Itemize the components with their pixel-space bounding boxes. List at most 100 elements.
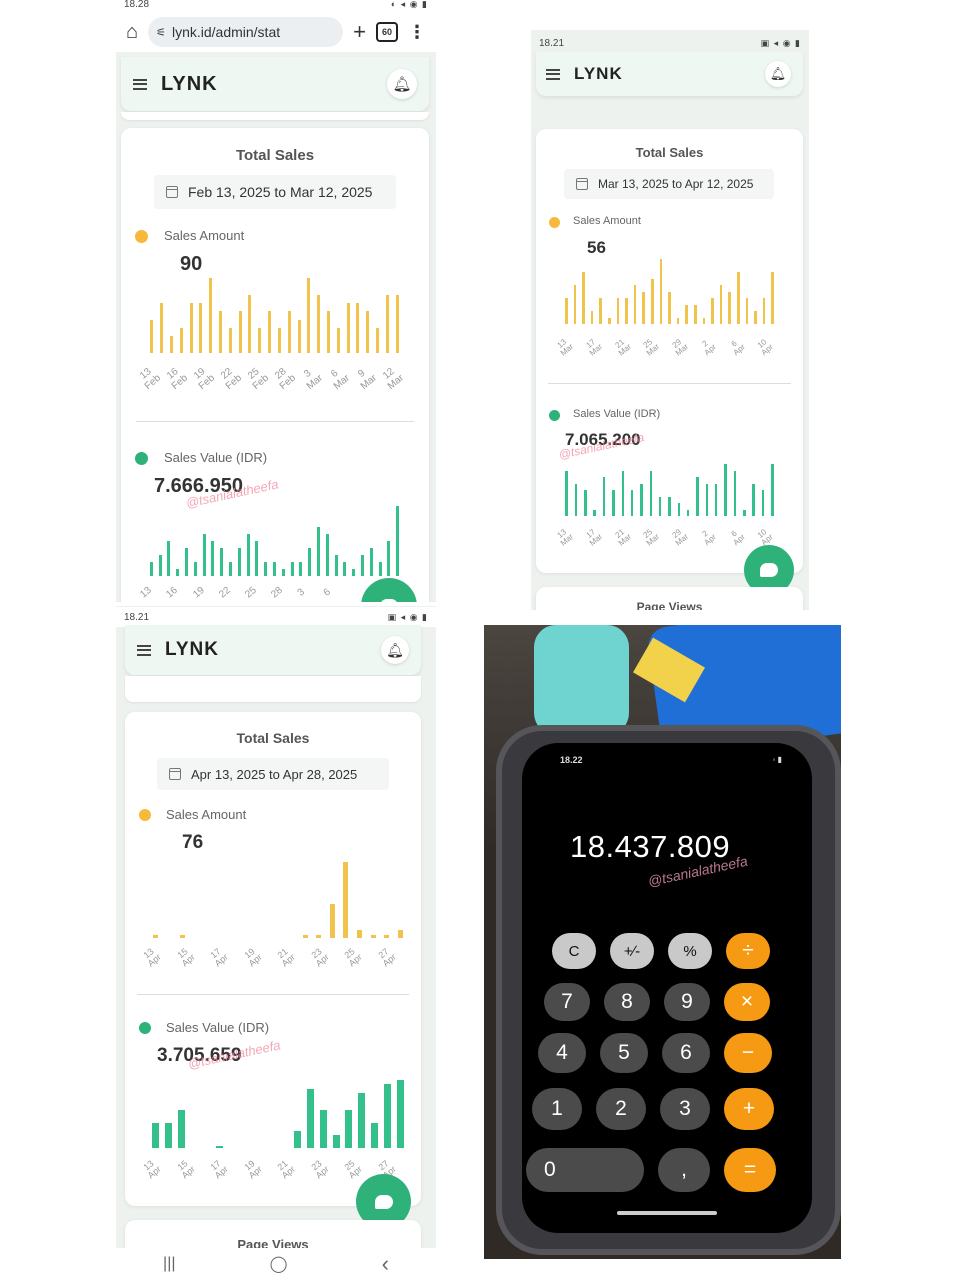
hamburger-menu-icon[interactable] (137, 644, 151, 656)
back-button[interactable]: ‹ (381, 1251, 389, 1276)
x-tick-label: 22 (217, 584, 233, 601)
calc-key[interactable]: 5 (600, 1033, 648, 1073)
app-header: LYNK 🔔︎ (536, 52, 803, 96)
page-views-title: Page Views (636, 600, 703, 610)
value-label: Sales Value (IDR) (573, 408, 661, 420)
url-field[interactable]: ⚟ lynk.id/admin/stat (148, 17, 344, 47)
x-tick-label: 19 (190, 584, 207, 601)
calc-key[interactable]: ÷ (726, 933, 770, 969)
hamburger-menu-icon[interactable] (546, 68, 560, 80)
chat-fab-button[interactable] (356, 1174, 411, 1229)
recents-button[interactable]: ||| (163, 1255, 176, 1272)
chart-bar (370, 935, 376, 938)
calc-key[interactable]: 4 (538, 1033, 586, 1073)
date-range-picker[interactable]: Apr 13, 2025 to Apr 28, 2025 (157, 758, 389, 790)
calc-key[interactable]: + (724, 1088, 774, 1130)
app-header: LYNK 🔔︎ (121, 57, 429, 111)
chart-bar (150, 319, 154, 353)
chart-bar (248, 294, 252, 353)
chart-bar (651, 278, 654, 324)
calc-key[interactable]: , (658, 1148, 710, 1192)
date-range-picker[interactable]: Mar 13, 2025 to Apr 12, 2025 (564, 169, 774, 199)
chart-bar (297, 319, 301, 353)
chat-fab-button[interactable] (744, 545, 794, 595)
chart-bar (332, 1135, 340, 1148)
kebab-icon[interactable]: ⋮ (408, 21, 426, 42)
chart-bar (160, 303, 164, 353)
chart-bar (258, 328, 262, 353)
calc-key[interactable]: 9 (664, 983, 710, 1021)
chart-bar (369, 548, 373, 576)
x-tick-label: 17 Apr (208, 1158, 231, 1181)
chart-bar (189, 303, 193, 353)
chart-bar (761, 490, 765, 516)
chart-bar (705, 483, 709, 516)
calc-key[interactable]: 1 (532, 1088, 582, 1130)
chart-bar (228, 328, 232, 353)
chart-bar (711, 298, 714, 324)
x-tick-label: 15 Apr (174, 1158, 197, 1181)
calc-key[interactable]: 8 (604, 983, 650, 1021)
chart-bar (573, 285, 577, 324)
calc-key[interactable]: C (552, 933, 596, 969)
chart-bar (387, 541, 391, 576)
x-tick-label: 13 Mar (555, 527, 576, 548)
amount-label: Sales Amount (573, 215, 641, 227)
card-title: Total Sales (635, 145, 704, 160)
calc-key[interactable]: 2 (596, 1088, 646, 1130)
chart-bar (602, 477, 606, 516)
calc-key[interactable]: 7 (544, 983, 590, 1021)
amount-value: 76 (182, 832, 204, 853)
calc-key[interactable]: 3 (660, 1088, 710, 1130)
plus-icon[interactable]: + (353, 19, 366, 44)
status-icons: ▣ ◂ ◉ ▮ (387, 611, 428, 622)
chart-bar (316, 935, 322, 938)
chart-bar (158, 555, 162, 576)
chart-bar (565, 470, 568, 516)
x-tick-label: 2 Apr (700, 338, 718, 358)
phone-screen: 18.22 ◦ ▮ 18.437.809 @tsanialatheefa C +∕… (522, 743, 812, 1233)
calculator-photo: 18.22 ◦ ▮ 18.437.809 @tsanialatheefa C +∕… (484, 625, 841, 1259)
chart-bar (593, 509, 596, 516)
calc-key[interactable]: % (668, 933, 712, 969)
calc-key[interactable]: 6 (662, 1033, 710, 1073)
bell-icon[interactable]: 🔔︎ (381, 636, 409, 664)
home-icon[interactable]: ⌂ (126, 20, 139, 43)
calc-key[interactable]: − (724, 1033, 772, 1073)
calc-key[interactable]: × (724, 983, 770, 1021)
x-tick-label: 28 (269, 584, 286, 601)
value-legend-dot (549, 410, 560, 421)
calc-key[interactable]: 0 (526, 1148, 644, 1192)
chart-bar (343, 562, 347, 576)
site-settings-icon[interactable]: ⚟ (156, 26, 166, 39)
value-bar-chart (147, 506, 402, 576)
calc-key[interactable]: = (724, 1148, 776, 1192)
calc-key[interactable]: +∕- (610, 933, 654, 969)
x-tick-label: 6 Mar (329, 367, 352, 392)
chart-bar (308, 548, 312, 576)
chart-bar (385, 294, 389, 353)
chart-bar (384, 1084, 392, 1148)
chart-bar (375, 328, 379, 353)
phone-time: 18.22 (560, 755, 583, 765)
chart-bar (366, 311, 370, 353)
home-button[interactable]: ◯ (269, 1256, 288, 1273)
chart-bar (696, 477, 699, 516)
bell-icon[interactable]: 🔔︎ (765, 61, 791, 87)
total-sales-card: Total Sales Apr 13, 2025 to Apr 28, 2025… (125, 712, 421, 1206)
hamburger-menu-icon[interactable] (133, 78, 147, 90)
chart-bar (574, 483, 578, 516)
chart-bar (307, 278, 311, 353)
date-range-picker[interactable]: Feb 13, 2025 to Mar 12, 2025 (154, 175, 396, 209)
page-views-card: Page Views (536, 587, 803, 610)
tab-count-button[interactable]: 60 (376, 22, 398, 42)
chart-bar (608, 317, 611, 324)
bell-icon[interactable]: 🔔︎ (387, 69, 417, 99)
value-amount: 7.666.950 (154, 475, 243, 497)
chart-bar (319, 1109, 327, 1148)
chart-bar (281, 569, 285, 576)
card-title: Total Sales (236, 730, 310, 746)
chart-bar (384, 935, 390, 938)
chart-bar (220, 548, 224, 576)
chart-bar (630, 490, 634, 516)
